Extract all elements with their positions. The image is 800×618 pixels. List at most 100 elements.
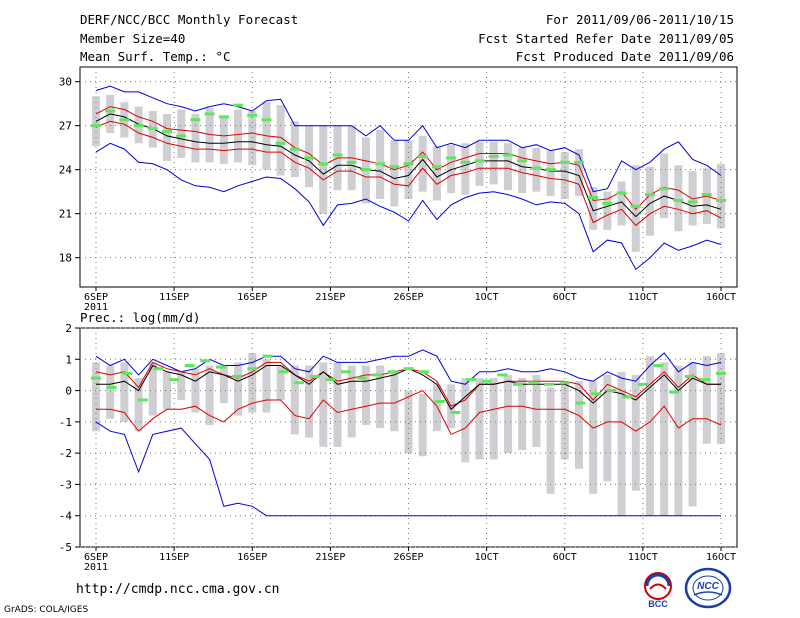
temp-spread-box <box>560 152 569 199</box>
prec-spread-box <box>574 381 583 469</box>
prec-ytick-label: -3 <box>59 478 72 491</box>
temp-spread-box <box>191 113 200 163</box>
temp-ytick-label: 27 <box>59 120 72 133</box>
prec-spread-box <box>148 362 157 416</box>
temp-series-max <box>95 142 722 271</box>
temp-year-label: 2011 <box>84 302 108 313</box>
temp-spread-box <box>489 141 498 185</box>
prec-spread-box <box>106 365 115 419</box>
temp-xtick-label: 1OCT <box>475 292 499 303</box>
prec-spread-box <box>645 356 654 516</box>
prec-spread-box <box>347 365 356 438</box>
temp-spread-box <box>589 187 598 230</box>
temp-spread-box <box>461 143 470 195</box>
prec-series-max <box>95 349 722 385</box>
prec-spread-box <box>92 362 100 432</box>
prec-spread-box <box>163 371 172 410</box>
temp-spread-box <box>645 166 654 236</box>
temp-spread-box <box>418 135 427 192</box>
prec-spread-box <box>532 374 541 447</box>
prec-xtick-label: 11SEP <box>159 552 189 563</box>
prec-spread-box <box>404 390 413 454</box>
temp-spread-box <box>717 163 725 229</box>
temp-ytick-label: 30 <box>59 76 72 89</box>
temp-spread-box <box>447 144 456 194</box>
prec-spread-box <box>631 374 640 491</box>
prec-series-lower <box>96 389 722 436</box>
ncc-logo: NCC <box>684 567 732 609</box>
chart-title: DERF/NCC/BCC Monthly Forecast <box>80 12 299 27</box>
temp-spread-box <box>205 108 214 163</box>
temp-series-ensemble_mean <box>95 113 722 218</box>
temp-spread-box <box>674 165 683 232</box>
prec-spread-box <box>489 378 498 460</box>
temp-ytick-label: 24 <box>59 164 73 177</box>
prec-spread-box <box>702 356 711 444</box>
temp-series-lower <box>95 120 722 227</box>
prec-spread-box <box>177 371 186 400</box>
temp-xtick-label: 16SEP <box>237 292 267 303</box>
temp-spread-box <box>404 140 413 199</box>
temp-spread-box <box>163 113 172 161</box>
prec-spread-box <box>518 378 527 451</box>
prec-spread-box <box>560 381 569 460</box>
prec-spread-box <box>248 353 257 413</box>
prec-spread-box <box>262 359 271 413</box>
prec-ytick-label: -2 <box>59 447 72 460</box>
temp-xtick-label: 16OCT <box>706 292 736 303</box>
prec-ytick-label: -4 <box>59 510 73 523</box>
prec-xtick-label: 21SEP <box>315 552 345 563</box>
member-size-label: Member Size=40 <box>80 31 186 46</box>
prec-xtick-label: 1OCT <box>475 552 499 563</box>
prec-spread-box <box>120 362 129 422</box>
prec-xtick-label: 6SEP <box>84 552 108 563</box>
prec-spread-box <box>319 362 328 447</box>
prec-spread-box <box>361 365 370 425</box>
produced-date: Fcst Produced Date 2011/09/06 <box>515 49 734 64</box>
prec-year-label: 2011 <box>84 562 108 573</box>
prec-spread-box <box>589 381 598 494</box>
prec-xtick-label: 16OCT <box>706 552 736 563</box>
source-url[interactable]: http://cmdp.ncc.cma.gov.cn <box>76 582 280 597</box>
temp-spread-box <box>219 115 228 164</box>
prec-ytick-label: 2 <box>65 322 72 335</box>
grads-credit: GrADS: COLA/IGES <box>4 605 89 615</box>
prec-spread-box <box>688 362 697 507</box>
prec-spread-box <box>134 378 143 432</box>
bcc-logo-text: BCC <box>648 599 668 609</box>
temp-xtick-label: 26SEP <box>393 292 423 303</box>
prec-spread-box <box>276 365 285 400</box>
prec-spread-box <box>418 393 427 457</box>
prec-spread-box <box>461 378 470 463</box>
temp-spread-box <box>503 143 512 191</box>
prec-spread-box <box>376 365 385 429</box>
temp-spread-box <box>177 109 186 158</box>
temp-ytick-label: 18 <box>59 252 72 265</box>
temp-spread-box <box>319 125 328 214</box>
temp-spread-box <box>390 140 399 207</box>
ncc-logo-text: NCC <box>697 581 719 592</box>
temp-spread-box <box>475 141 484 186</box>
temp-xtick-label: 6SEP <box>84 292 108 303</box>
prec-spread-box <box>674 365 683 516</box>
prec-spread-box <box>617 371 626 516</box>
prec-spread-box <box>660 362 669 516</box>
prec-xtick-label: 11OCT <box>628 552 658 563</box>
prec-ytick-label: 1 <box>65 353 72 366</box>
temp-xtick-label: 11SEP <box>159 292 189 303</box>
temp-ytick-label: 21 <box>59 208 72 221</box>
prec-spread-box <box>475 378 484 460</box>
temp-xtick-label: 6OCT <box>553 292 577 303</box>
prec-ytick-label: 0 <box>65 385 72 398</box>
variable-label: Mean Surf. Temp.: °C <box>80 49 231 64</box>
prec-spread-box <box>333 362 342 447</box>
prec-panel-title: Prec.: log(mm/d) <box>80 310 200 325</box>
prec-spread-box <box>390 371 399 432</box>
temp-spread-box <box>688 171 697 226</box>
temp-spread-box <box>574 149 583 197</box>
prec-spread-box <box>234 362 243 416</box>
prec-ytick-label: -1 <box>59 416 72 429</box>
temp-spread-box <box>248 111 257 166</box>
temp-xtick-label: 11OCT <box>628 292 658 303</box>
